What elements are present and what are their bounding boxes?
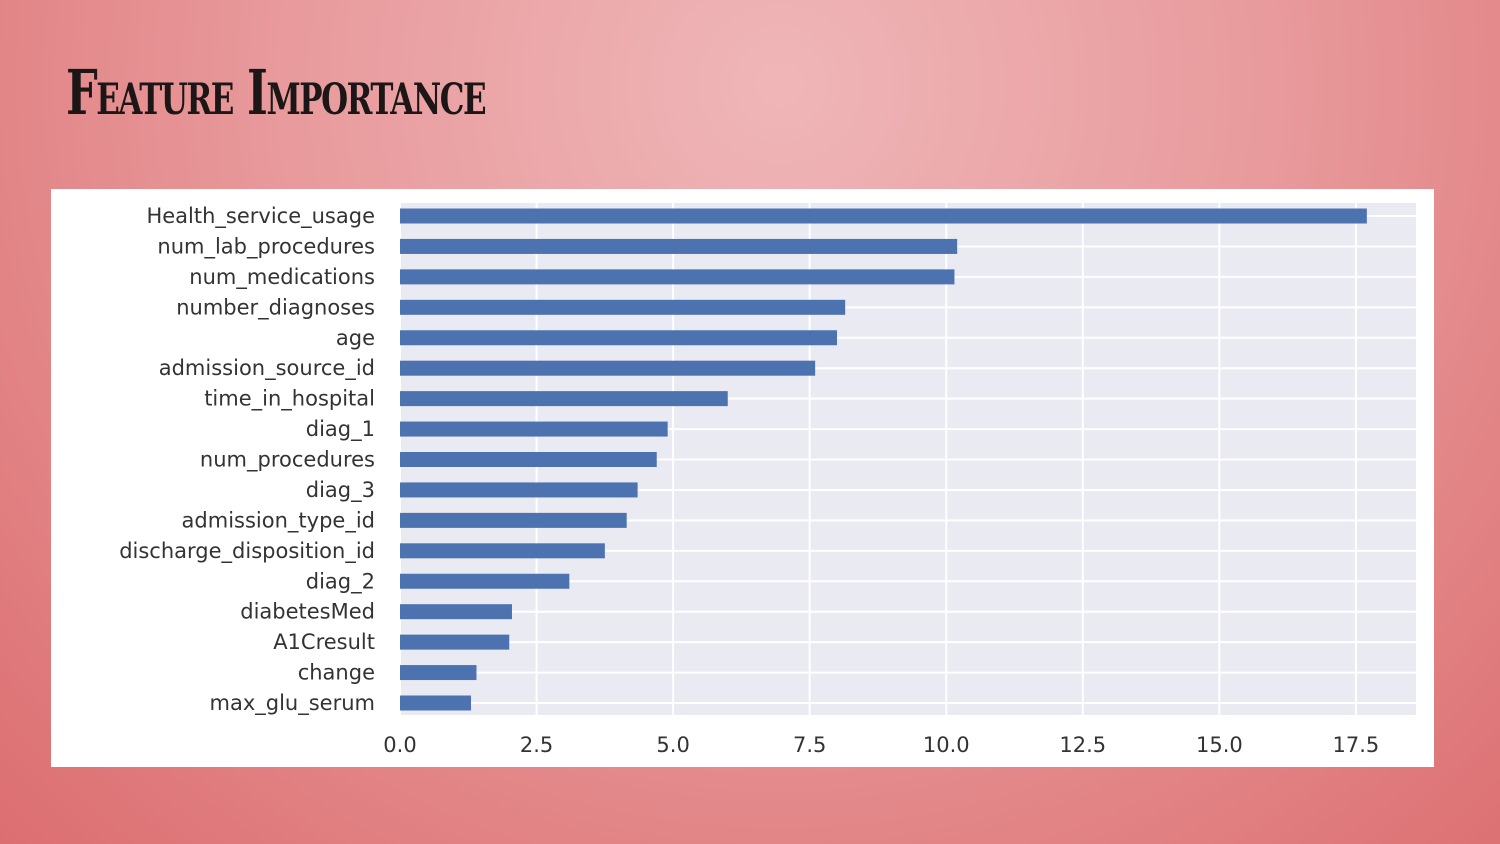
category-label-discharge_disposition_id: discharge_disposition_id: [119, 539, 375, 564]
bar-A1Cresult: [400, 634, 510, 650]
x-tick-label-1: 2.5: [520, 733, 553, 757]
x-tick-label-2: 5.0: [656, 733, 689, 757]
category-label-num_medications: num_medications: [189, 265, 375, 290]
category-label-admission_source_id: admission_source_id: [159, 356, 375, 381]
bar-diabetesMed: [400, 604, 512, 620]
category-label-diag_2: diag_2: [306, 569, 375, 594]
category-label-num_procedures: num_procedures: [200, 448, 375, 473]
category-labels: Health_service_usage num_lab_proceduresnu…: [119, 204, 375, 716]
bar-admission_type_id: [400, 512, 627, 528]
bar-num_lab_procedures: [400, 238, 958, 254]
bars: [400, 208, 1367, 711]
bar-diag_2: [400, 573, 570, 589]
bar-max_glu_serum: [400, 695, 472, 711]
category-label-age: age: [336, 326, 375, 350]
category-label-admission_type_id: admission_type_id: [182, 508, 375, 533]
category-label-diag_1: diag_1: [306, 417, 375, 442]
category-label-Health_service_usage: Health_service_usage: [146, 204, 375, 229]
bar-change: [400, 665, 477, 681]
x-tick-label-6: 15.0: [1196, 733, 1243, 757]
feature-importance-chart: Health_service_usage num_lab_proceduresnu…: [119, 203, 1416, 757]
bar-discharge_disposition_id: [400, 543, 605, 559]
category-label-A1Cresult: A1Cresult: [273, 630, 375, 654]
bar-diag_1: [400, 421, 668, 437]
x-tick-label-5: 12.5: [1059, 733, 1106, 757]
x-tick-label-4: 10.0: [923, 733, 970, 757]
bar-admission_source_id: [400, 360, 816, 376]
category-label-diag_3: diag_3: [306, 478, 375, 503]
x-tick-label-3: 7.5: [793, 733, 826, 757]
slide-title: Feature Importance: [66, 56, 487, 129]
category-label-num_lab_procedures: num_lab_procedures: [157, 234, 375, 259]
category-label-number_diagnoses: number_diagnoses: [176, 295, 375, 320]
x-tick-labels: 0.0 2.5 5.0 7.5 10.0 12.5 15.0 17.5: [383, 733, 1379, 757]
category-label-max_glu_serum: max_glu_serum: [210, 691, 376, 716]
bar-number_diagnoses: [400, 299, 846, 315]
bar-age: [400, 330, 837, 346]
x-tick-label-7: 17.5: [1333, 733, 1380, 757]
category-label-time_in_hospital: time_in_hospital: [204, 387, 375, 412]
bar-num_medications: [400, 269, 955, 285]
category-label-change: change: [298, 661, 375, 685]
bar-num_procedures: [400, 452, 657, 467]
category-label-diabetesMed: diabetesMed: [240, 600, 375, 624]
bar-Health_service_usage: [400, 208, 1367, 224]
x-tick-label-0: 0.0: [383, 733, 416, 757]
bar-time_in_hospital: [400, 391, 728, 407]
bar-diag_3: [400, 482, 638, 498]
